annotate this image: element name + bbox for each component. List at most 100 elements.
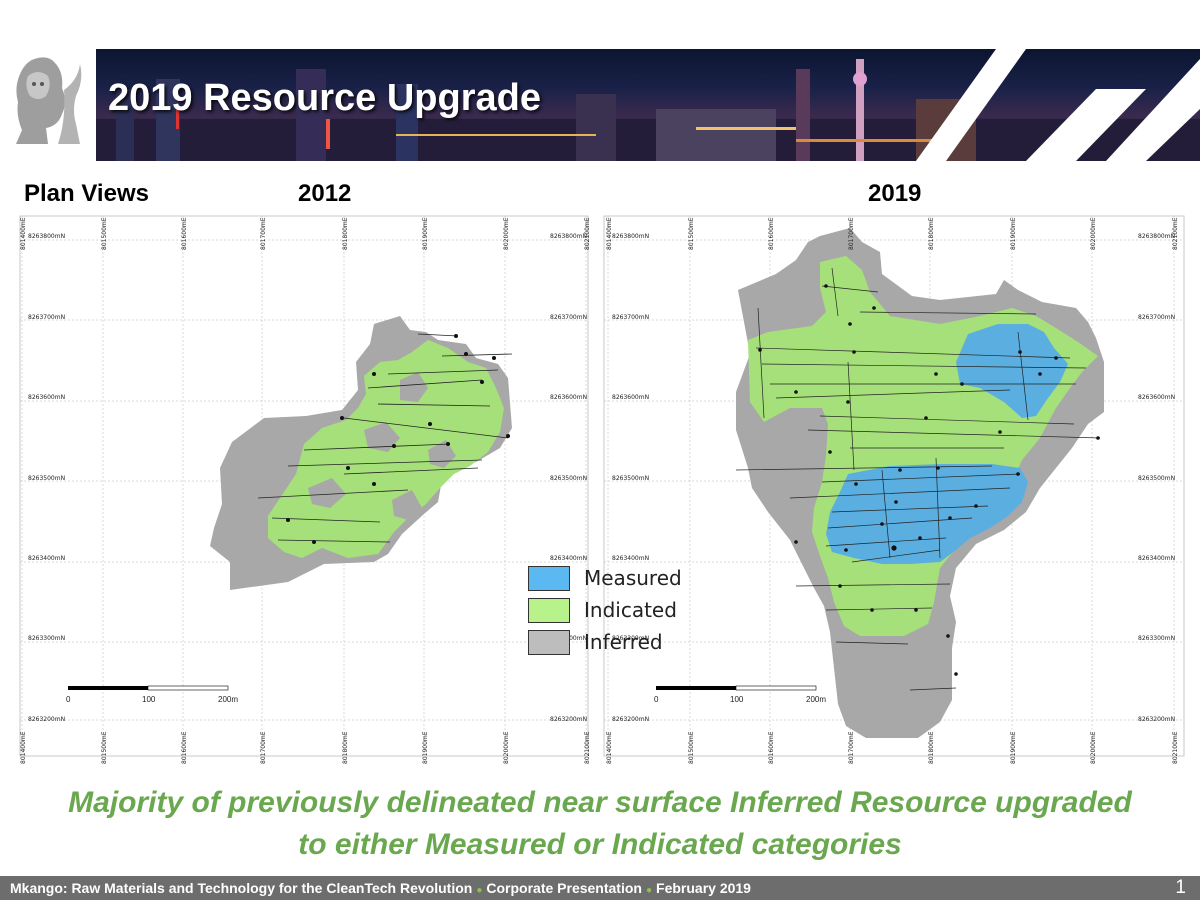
footer-bar: Mkango: Raw Materials and Technology for… [0,876,1200,900]
northing-label: 8263800mN [1138,233,1175,240]
header-banner: 2019 Resource Upgrade [96,49,1200,161]
easting-label: 802100mE [584,217,591,250]
easting-label: 801400mE [20,217,27,250]
measured-zone-south-2019 [826,464,1028,564]
legend-item-measured: Measured [528,562,688,594]
scale-label: 100 [142,695,156,704]
northing-label: 8263600mN [1138,394,1175,401]
drill-collars-2012 [286,334,510,544]
legend-label: Inferred [584,630,663,654]
easting-label: 801700mE [260,217,267,250]
summary-caption: Majority of previously delineated near s… [0,782,1200,866]
easting-label: 801500mE [101,731,108,764]
scale-label: 0 [654,695,659,704]
footer-presentation: Corporate Presentation [486,880,642,896]
map-legend: Measured Indicated Inferred [528,562,688,658]
northing-label: 8263700mN [612,314,649,321]
easting-label: 801900mE [422,217,429,250]
northing-label: 8263200mN [28,716,65,723]
easting-label: 802100mE [1172,217,1179,250]
northing-label: 8263200mN [550,716,587,723]
northing-label: 8263800mN [612,233,649,240]
easting-label: 801800mE [928,731,935,764]
map-frame [19,215,589,757]
drill-collars-2019 [758,284,1100,676]
northing-label: 8263200mN [1138,716,1175,723]
footer-text: Mkango: Raw Materials and Technology for… [10,880,751,896]
easting-label: 801600mE [181,217,188,250]
northing-label: 8263200mN [612,716,649,723]
scale-label: 200m [806,695,826,704]
easting-label: 801500mE [101,217,108,250]
legend-label: Measured [584,566,682,590]
easting-label: 802000mE [1090,217,1097,250]
northing-label: 8263700mN [1138,314,1175,321]
easting-label: 802100mE [1172,731,1179,764]
drill-traces-2019 [735,267,1101,691]
legend-item-indicated: Indicated [528,594,688,626]
easting-label: 801500mE [688,731,695,764]
northing-label: 8263400mN [550,555,587,562]
legend-label: Indicated [584,598,677,622]
northing-label: 8263500mN [1138,475,1175,482]
easting-label: 801800mE [342,731,349,764]
easting-label: 801800mE [928,217,935,250]
northing-label: 8263500mN [612,475,649,482]
plan-map-2019: 0 100 200m 8263800mN 8263700mN 8263600mN… [603,215,1185,764]
easting-label: 801400mE [606,731,613,764]
easting-label: 801500mE [688,217,695,250]
easting-label: 801900mE [422,731,429,764]
easting-label: 801700mE [848,731,855,764]
northing-label: 8263800mN [28,233,65,240]
easting-label: 801900mE [1010,217,1017,250]
company-logo [8,50,90,146]
easting-label: 802000mE [503,731,510,764]
northing-label: 8263800mN [550,233,587,240]
indicated-holes-2012 [308,372,456,520]
page-title: 2019 Resource Upgrade [108,77,541,119]
drill-traces-2012 [257,333,513,543]
easting-label: 801900mE [1010,731,1017,764]
easting-label: 801700mE [260,731,267,764]
plan-views-label: Plan Views [24,180,149,207]
bullet-icon: ● [645,885,653,896]
easting-label: 801600mE [768,731,775,764]
caption-line-2: to either Measured or Indicated categori… [298,828,902,861]
year-2019-label: 2019 [868,180,922,207]
measured-zone-north-2019 [956,324,1068,418]
easting-label: 802100mE [584,731,591,764]
easting-label: 801400mE [20,731,27,764]
easting-label: 801700mE [848,217,855,250]
easting-label: 801800mE [342,217,349,250]
scale-bar: 0 100 200m [654,685,826,704]
scale-label: 0 [66,695,71,704]
northing-label: 8263700mN [550,314,587,321]
northing-label: 8263500mN [28,475,65,482]
scale-bar: 0 100 200m [66,685,238,704]
northing-label: 8263400mN [28,555,65,562]
legend-item-inferred: Inferred [528,626,688,658]
legend-swatch-inferred [528,629,570,655]
easting-label: 801600mE [181,731,188,764]
northing-label: 8263300mN [28,635,65,642]
footer-company: Mkango: Raw Materials and Technology for… [10,880,473,896]
legend-swatch-measured [528,565,570,591]
northing-label: 8263300mN [612,635,649,642]
map-frame [603,215,1185,757]
plan-map-2012: 8263800mN 8263700mN 8263600mN 8263500mN … [19,215,591,764]
easting-label: 801600mE [768,217,775,250]
northing-label: 8263600mN [28,394,65,401]
legend-swatch-indicated [528,597,570,623]
easting-label: 802000mE [1090,731,1097,764]
footer-date: February 2019 [656,880,751,896]
page-number: 1 [1175,877,1186,898]
northing-label: 8263500mN [550,475,587,482]
northing-label: 8263400mN [1138,555,1175,562]
northing-label: 8263400mN [612,555,649,562]
easting-label: 801400mE [606,217,613,250]
caption-line-1: Majority of previously delineated near s… [68,786,1132,819]
northing-label: 8263600mN [550,394,587,401]
northing-label: 8263300mN [1138,635,1175,642]
scale-label: 100 [730,695,744,704]
northing-label: 8263600mN [612,394,649,401]
